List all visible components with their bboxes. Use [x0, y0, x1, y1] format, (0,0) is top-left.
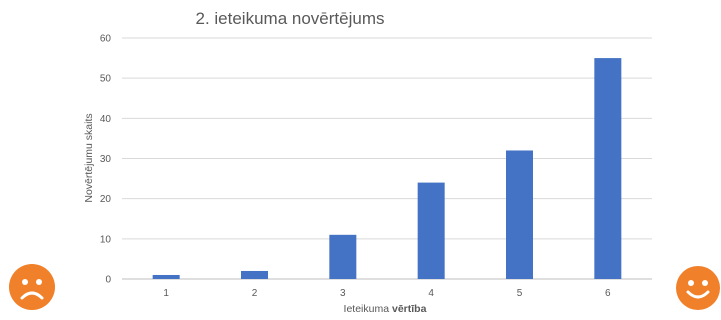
bar-4: [417, 182, 445, 279]
y-tick-label: 20: [100, 194, 112, 205]
y-axis-label: Novērtējumu skaits: [83, 113, 95, 202]
gridlines: [122, 37, 652, 280]
x-axis-label-prefix: Ieteikuma: [344, 303, 392, 315]
bar-6: [594, 58, 622, 280]
y-tick-label: 10: [100, 234, 112, 245]
x-tick-label: 4: [428, 288, 434, 299]
x-axis-label: Ieteikuma vērtība: [344, 303, 427, 315]
bar-1: [152, 274, 180, 279]
x-tick-label: 6: [605, 288, 611, 299]
x-axis-label-bold: vērtība: [392, 303, 427, 315]
x-tick-label: 2: [252, 288, 258, 299]
y-tick-label: 60: [100, 34, 112, 45]
sad-face-icon: [9, 264, 55, 310]
x-tick-label: 3: [340, 288, 346, 299]
chart-title: 2. ieteikuma novērtējums: [196, 9, 385, 28]
x-tick-label: 5: [517, 288, 523, 299]
x-axis-ticks: 1 2 3 4 5 6: [163, 288, 611, 299]
y-tick-label: 50: [100, 74, 112, 85]
bar-5: [506, 150, 533, 279]
bar-2: [241, 270, 268, 279]
bar-3: [329, 234, 357, 279]
bars: [152, 58, 622, 280]
x-tick-label: 1: [163, 288, 169, 299]
happy-face-icon: [676, 266, 720, 310]
y-tick-label: 0: [105, 275, 111, 286]
y-axis-ticks: 0 10 20 30 40 50 60: [100, 34, 112, 286]
y-tick-label: 40: [100, 114, 112, 125]
y-tick-label: 30: [100, 154, 112, 165]
